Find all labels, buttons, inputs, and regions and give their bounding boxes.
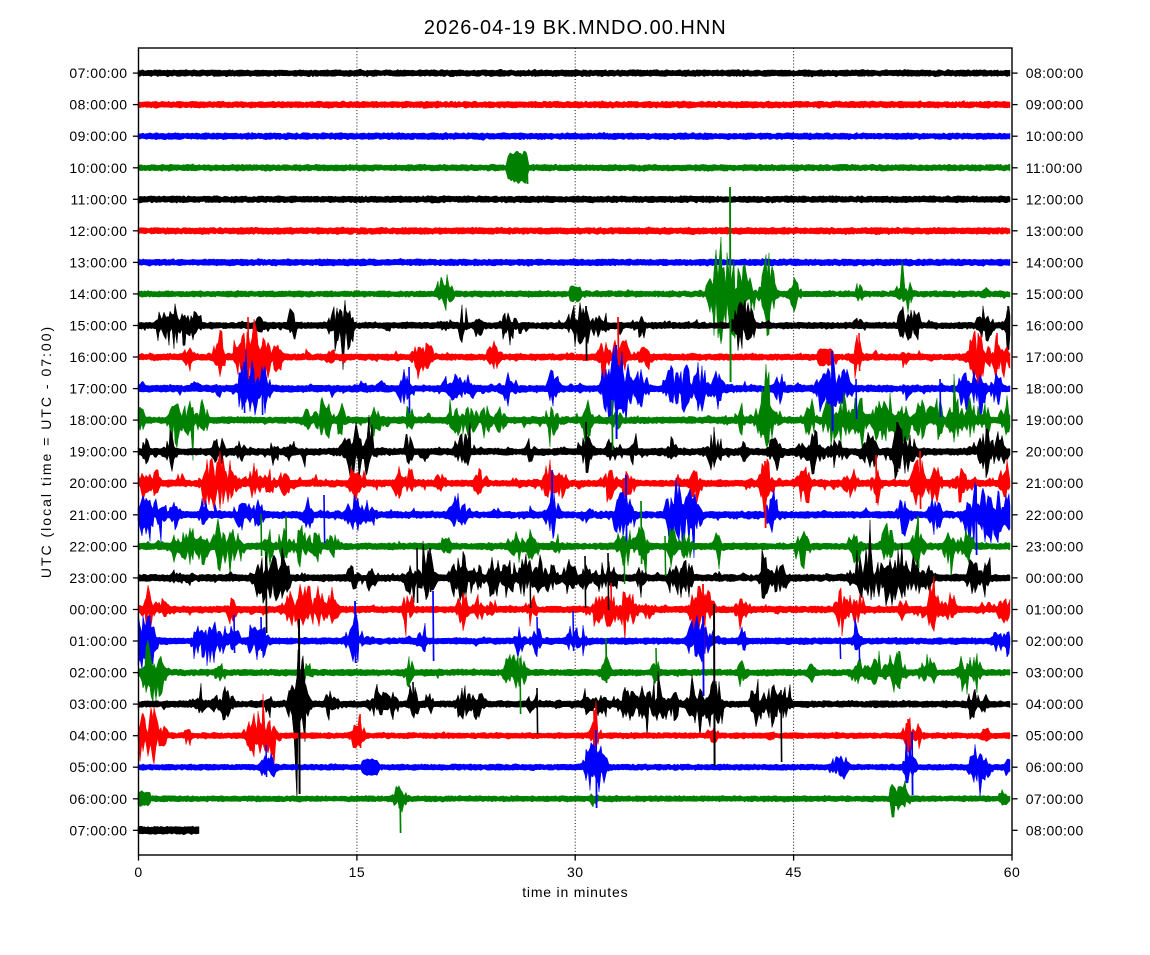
svg-text:09:00:00: 09:00:00 <box>69 128 127 144</box>
svg-text:11:00:00: 11:00:00 <box>1026 160 1083 176</box>
svg-text:03:00:00: 03:00:00 <box>1026 665 1084 681</box>
svg-text:02:00:00: 02:00:00 <box>69 665 127 681</box>
svg-text:18:00:00: 18:00:00 <box>69 412 127 428</box>
svg-text:21:00:00: 21:00:00 <box>69 507 127 523</box>
svg-text:03:00:00: 03:00:00 <box>69 696 127 712</box>
svg-text:0: 0 <box>134 864 142 880</box>
svg-text:16:00:00: 16:00:00 <box>1026 318 1084 334</box>
svg-text:05:00:00: 05:00:00 <box>69 759 127 775</box>
svg-text:12:00:00: 12:00:00 <box>69 223 127 239</box>
svg-text:08:00:00: 08:00:00 <box>1026 65 1084 81</box>
svg-text:13:00:00: 13:00:00 <box>1026 223 1084 239</box>
svg-text:15:00:00: 15:00:00 <box>69 318 127 334</box>
svg-text:07:00:00: 07:00:00 <box>69 65 127 81</box>
svg-text:13:00:00: 13:00:00 <box>69 254 127 270</box>
svg-text:15:00:00: 15:00:00 <box>1026 286 1084 302</box>
svg-text:12:00:00: 12:00:00 <box>1026 191 1084 207</box>
svg-text:60: 60 <box>1004 864 1020 880</box>
svg-text:time in minutes: time in minutes <box>522 884 628 900</box>
svg-text:19:00:00: 19:00:00 <box>69 444 127 460</box>
svg-text:06:00:00: 06:00:00 <box>69 791 127 807</box>
svg-text:2026-04-19 BK.MNDO.00.HNN: 2026-04-19 BK.MNDO.00.HNN <box>424 17 727 39</box>
svg-text:08:00:00: 08:00:00 <box>69 97 127 113</box>
svg-text:00:00:00: 00:00:00 <box>69 602 127 618</box>
svg-text:20:00:00: 20:00:00 <box>1026 444 1084 460</box>
svg-text:07:00:00: 07:00:00 <box>69 822 127 838</box>
svg-text:45: 45 <box>785 864 801 880</box>
svg-text:22:00:00: 22:00:00 <box>69 538 127 554</box>
svg-text:23:00:00: 23:00:00 <box>69 570 127 586</box>
svg-text:17:00:00: 17:00:00 <box>69 381 127 397</box>
svg-text:02:00:00: 02:00:00 <box>1026 633 1084 649</box>
svg-text:23:00:00: 23:00:00 <box>1026 538 1084 554</box>
svg-text:08:00:00: 08:00:00 <box>1026 822 1084 838</box>
svg-text:21:00:00: 21:00:00 <box>1026 475 1084 491</box>
svg-text:18:00:00: 18:00:00 <box>1026 381 1084 397</box>
svg-text:00:00:00: 00:00:00 <box>1026 570 1084 586</box>
svg-text:UTC (local time = UTC - 07:00): UTC (local time = UTC - 07:00) <box>38 325 54 578</box>
svg-text:22:00:00: 22:00:00 <box>1026 507 1084 523</box>
svg-text:10:00:00: 10:00:00 <box>1026 128 1084 144</box>
svg-text:04:00:00: 04:00:00 <box>69 728 127 744</box>
svg-text:09:00:00: 09:00:00 <box>1026 97 1084 113</box>
svg-text:14:00:00: 14:00:00 <box>69 286 127 302</box>
svg-text:30: 30 <box>567 864 583 880</box>
svg-text:19:00:00: 19:00:00 <box>1026 412 1084 428</box>
svg-text:01:00:00: 01:00:00 <box>1026 602 1084 618</box>
svg-text:04:00:00: 04:00:00 <box>1026 696 1084 712</box>
svg-text:16:00:00: 16:00:00 <box>69 349 127 365</box>
svg-text:01:00:00: 01:00:00 <box>69 633 127 649</box>
svg-text:17:00:00: 17:00:00 <box>1026 349 1084 365</box>
svg-text:07:00:00: 07:00:00 <box>1026 791 1084 807</box>
svg-text:05:00:00: 05:00:00 <box>1026 728 1084 744</box>
svg-text:14:00:00: 14:00:00 <box>1026 254 1084 270</box>
svg-text:06:00:00: 06:00:00 <box>1026 759 1084 775</box>
svg-text:11:00:00: 11:00:00 <box>70 191 127 207</box>
svg-text:20:00:00: 20:00:00 <box>69 475 127 491</box>
svg-text:10:00:00: 10:00:00 <box>69 160 127 176</box>
svg-text:15: 15 <box>349 864 365 880</box>
